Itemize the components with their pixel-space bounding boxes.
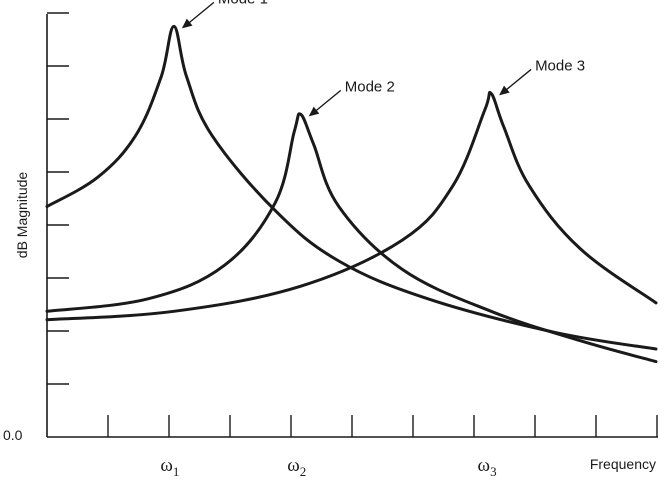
y-origin-label: 0.0 <box>3 427 23 443</box>
mode-3-label: Mode 3 <box>535 57 585 74</box>
omega-subscript: 3 <box>490 464 497 479</box>
mode-1-arrow-head <box>181 18 193 29</box>
x-axis-ticks <box>107 415 658 437</box>
omega-3-label: ω3 <box>478 455 497 479</box>
mode-2-curve <box>45 112 658 364</box>
peak-annotations: Mode 1 Mode 2 Mode 3 <box>181 0 585 117</box>
omega-subscript: 2 <box>300 464 307 479</box>
mode-3-arrow <box>502 68 532 93</box>
mode-1-arrow <box>185 1 215 26</box>
mode-3-curve <box>45 90 658 322</box>
mode-1-label: Mode 1 <box>218 0 268 7</box>
y-axis-label: dB Magnitude <box>14 172 30 259</box>
mode-2-arrow-head <box>308 106 320 117</box>
x-tick-labels: ω1 ω2 ω3 <box>160 455 496 479</box>
y-axis-ticks <box>47 12 69 385</box>
mode-1-curve <box>45 24 658 351</box>
omega-1-label: ω1 <box>160 455 179 479</box>
x-axis-label: Frequency <box>590 456 656 472</box>
mode-2-label: Mode 2 <box>345 78 395 95</box>
omega-subscript: 1 <box>173 464 180 479</box>
mode-curves <box>45 24 658 364</box>
omega-2-label: ω2 <box>287 455 306 479</box>
mode-3-arrow-head <box>499 85 510 96</box>
mode-2-arrow <box>312 89 342 114</box>
